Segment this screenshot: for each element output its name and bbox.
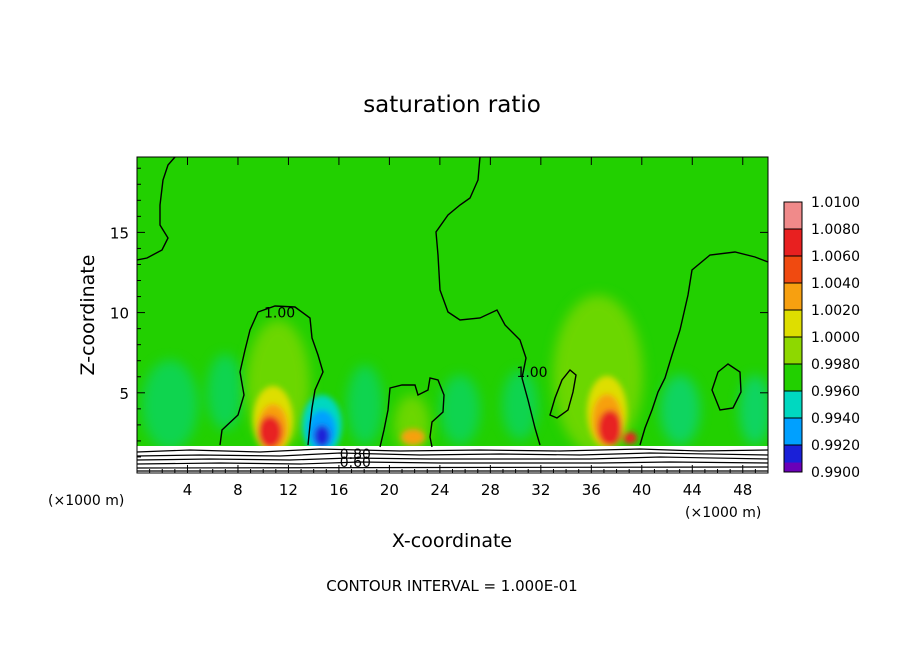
field-patch [207, 354, 243, 430]
ground-contour [137, 461, 768, 465]
colorbar-swatch [784, 229, 802, 256]
field-patch [347, 365, 383, 445]
field-patch [401, 429, 425, 445]
x-tick-label: 28 [481, 481, 500, 499]
contour-label: 1.00 [516, 365, 547, 381]
colorbar-swatch [784, 310, 802, 337]
x-tick-label: 20 [380, 481, 399, 499]
ground-contour [137, 466, 768, 469]
contour-line [639, 251, 768, 446]
y-tick-label: 15 [110, 224, 129, 242]
contour-label: 0.60 [340, 455, 371, 471]
x-tick-label: 16 [329, 481, 348, 499]
x-tick-label: 24 [430, 481, 449, 499]
plot-area: 1.00 1.00 0.800.60 [137, 157, 768, 473]
field-patch [660, 375, 700, 445]
colorbar-label: 0.9960 [811, 384, 860, 400]
contour-interval-note: CONTOUR INTERVAL = 1.000E-01 [326, 577, 577, 595]
colorbar-label: 0.9940 [811, 411, 860, 427]
x-tick-label: 36 [582, 481, 601, 499]
contour-line [549, 369, 577, 419]
field-patch [440, 375, 480, 445]
field-patch [739, 375, 768, 445]
x-axis-label: X-coordinate [392, 530, 512, 552]
y-tick-label: 10 [110, 305, 129, 323]
field-patch [502, 370, 538, 440]
field-patch [623, 432, 637, 444]
contour-label: 1.00 [264, 306, 295, 322]
chart-title: saturation ratio [363, 92, 541, 118]
colorbar-swatch [784, 418, 802, 445]
colorbar-label: 0.9980 [811, 357, 860, 373]
field-patch [598, 410, 622, 446]
x-axis: 4 8 12 16 20 24 28 32 36 40 44 48 [149, 157, 756, 499]
x-scale-note-left: (×1000 m) [48, 493, 124, 509]
colorbar-label: 1.0080 [811, 222, 860, 238]
colorbar-swatch [784, 364, 802, 391]
colorbar-swatch [784, 202, 802, 229]
colorbar-swatch [784, 283, 802, 310]
y-axis: 5 10 15 [110, 167, 768, 458]
x-tick-label: 4 [183, 481, 193, 499]
y-tick-label: 5 [119, 385, 129, 403]
colorbar-swatch [784, 337, 802, 364]
ground-contour [137, 452, 768, 457]
y-axis-label: Z-coordinate [77, 255, 99, 376]
ground-contour [137, 456, 768, 461]
field-patch [314, 425, 330, 447]
colorbar-label: 1.0040 [811, 276, 860, 292]
x-tick-label: 48 [733, 481, 752, 499]
colorbar-swatch [784, 256, 802, 283]
x-scale-note-right: (×1000 m) [685, 505, 761, 521]
x-tick-label: 12 [279, 481, 298, 499]
contour-line [219, 305, 324, 446]
field-patch [258, 416, 282, 448]
colorbar: 1.0100 1.0080 1.0060 1.0040 1.0020 1.0000 0.99… [783, 195, 860, 481]
colorbar-label: 1.0000 [811, 330, 860, 346]
colorbar-swatch [784, 391, 802, 418]
colorbar-label: 1.0060 [811, 249, 860, 265]
colorbar-label: 1.0020 [811, 303, 860, 319]
contour-line [435, 157, 541, 446]
x-tick-label: 40 [632, 481, 651, 499]
colorbar-label: 1.0100 [811, 195, 860, 211]
field-patch [142, 360, 198, 450]
x-tick-label: 44 [683, 481, 702, 499]
colorbar-label: 0.9900 [811, 465, 860, 481]
contour-label: 0.80 [340, 447, 371, 463]
x-tick-label: 32 [531, 481, 550, 499]
contour-line [379, 377, 445, 448]
contour-line [711, 363, 742, 411]
ground-contour [137, 448, 768, 453]
contour-line [137, 157, 176, 261]
colorbar-label: 0.9920 [811, 438, 860, 454]
colorbar-swatch [784, 462, 802, 472]
x-tick-label: 8 [233, 481, 243, 499]
